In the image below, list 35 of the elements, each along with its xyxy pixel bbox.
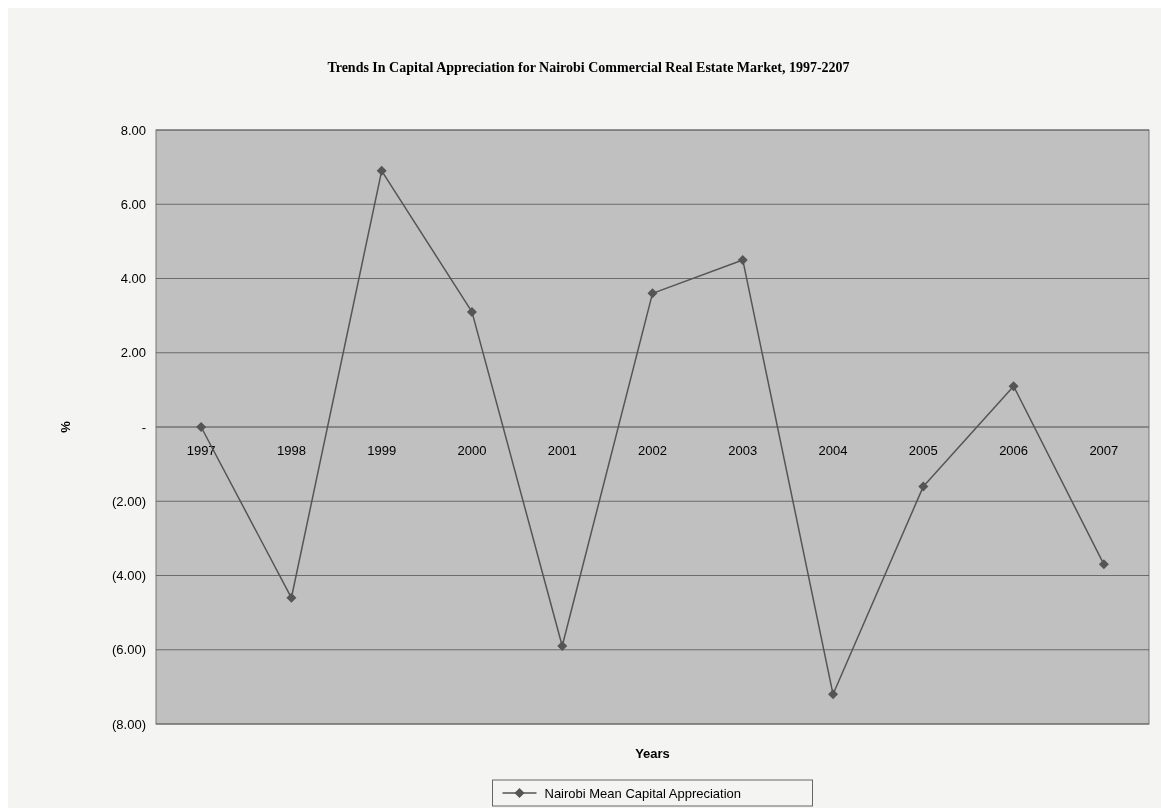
point [466, 306, 477, 317]
point [1008, 381, 1019, 392]
point [737, 254, 748, 265]
y-tick-label: (6.00) [112, 642, 146, 658]
point [196, 422, 207, 432]
legend-label: Nairobi Mean Capital Appreciation [544, 785, 742, 801]
point [286, 592, 297, 603]
point [1098, 559, 1109, 570]
x-tick-label: 2006 [999, 443, 1029, 458]
y-tick-label: 4.00 [120, 271, 146, 287]
x-tick-label: 2000 [457, 443, 487, 458]
point [557, 641, 568, 652]
x-tick-label: 2004 [818, 443, 848, 458]
point [918, 481, 929, 492]
y-tick-label: (2.00) [112, 493, 146, 509]
x-tick-label: 2005 [908, 443, 938, 458]
x-tick-label: 2003 [728, 443, 758, 458]
point [828, 689, 839, 700]
y-axis-title: % [58, 420, 73, 433]
x-tick-label: 1999 [367, 443, 397, 458]
x-tick-label: 1997 [186, 443, 216, 458]
x-tick-label: 1998 [276, 443, 306, 458]
x-axis-title: Years [635, 746, 670, 761]
y-tick-label: 2.00 [120, 345, 146, 361]
y-tick-label: - [141, 419, 146, 435]
y-tick-label: 8.00 [120, 122, 146, 138]
y-tick-label: (4.00) [112, 568, 146, 584]
x-tick-label: 2007 [1089, 443, 1119, 458]
y-tick-label: (8.00) [112, 716, 146, 732]
point [376, 165, 387, 176]
chart-title: Trends In Capital Appreciation for Nairobi Commercial Real Estate Market, 1997-2207 [327, 60, 850, 75]
point [647, 288, 658, 299]
x-tick-label: 2001 [547, 443, 577, 458]
x-tick-label: 2002 [638, 443, 667, 458]
y-tick-label: 6.00 [120, 196, 146, 212]
